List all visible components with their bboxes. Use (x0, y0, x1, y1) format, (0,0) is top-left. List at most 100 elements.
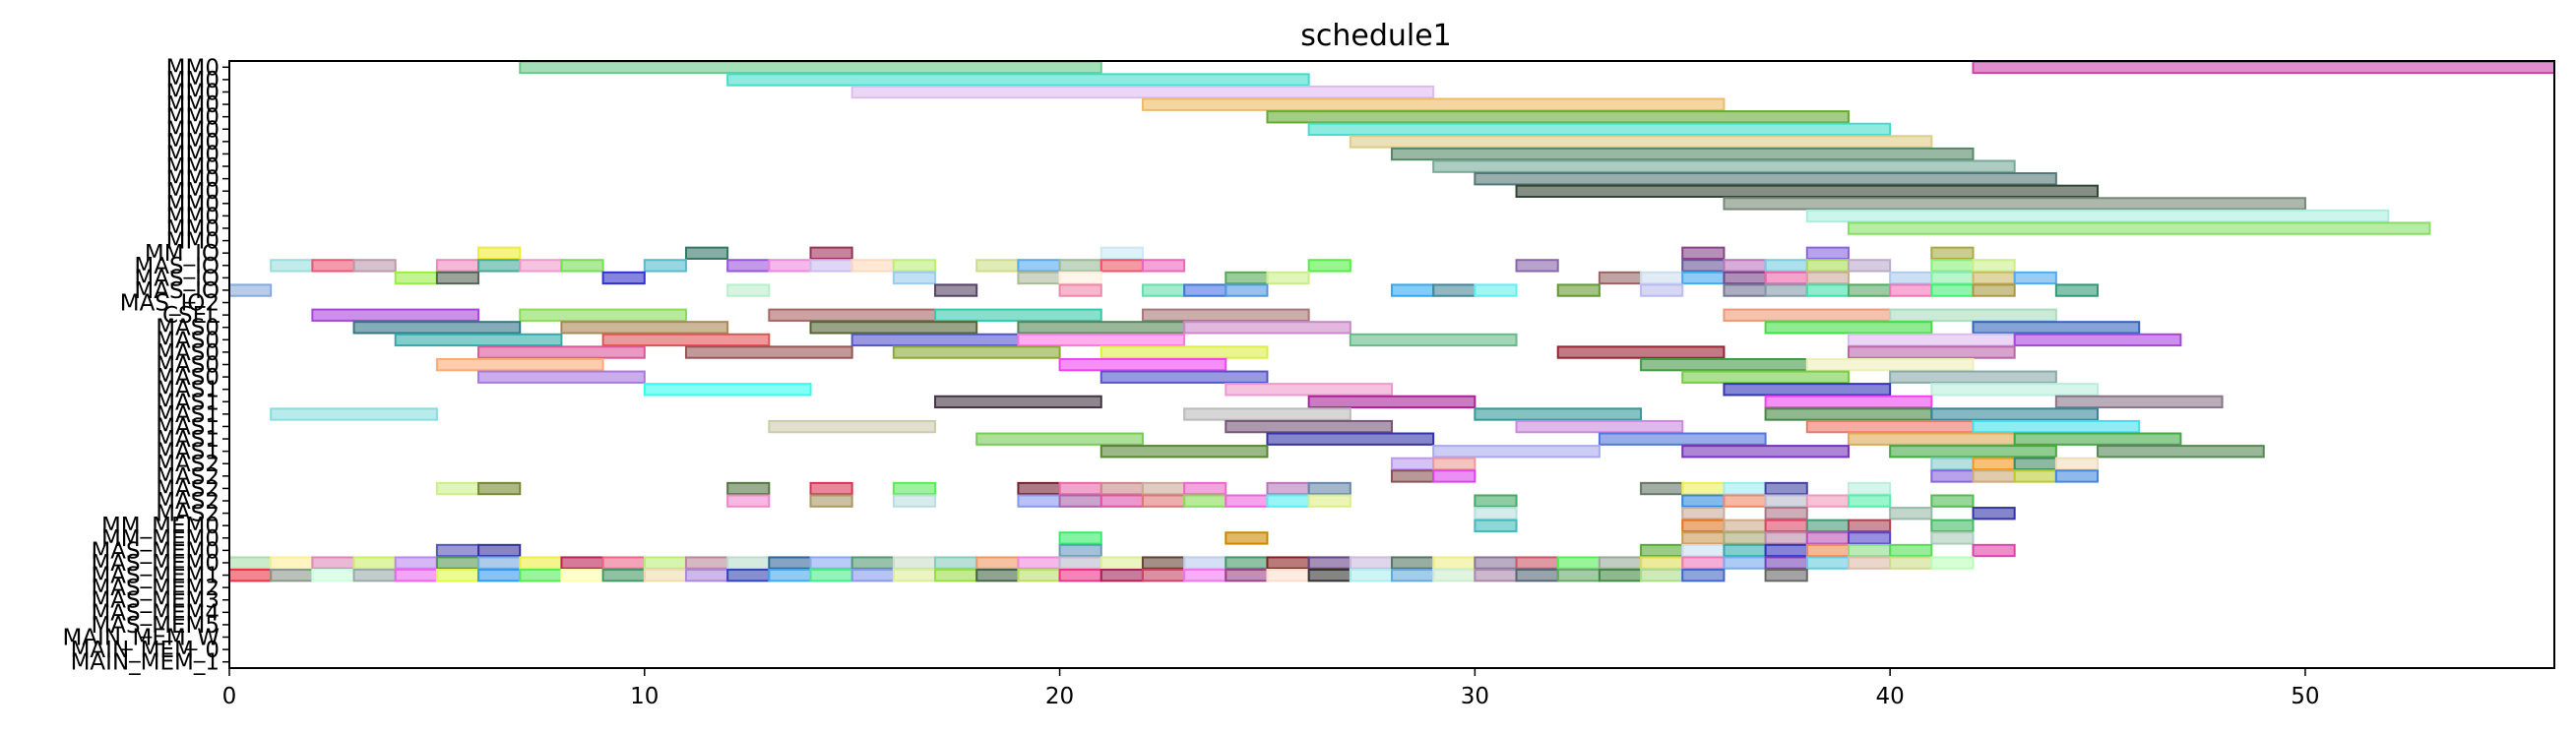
task-bar (1972, 271, 2016, 285)
task-bar (1225, 531, 1269, 545)
task-bar (643, 383, 812, 397)
task-bar (1058, 259, 1102, 273)
task-bar (1681, 569, 1726, 582)
task-bar (560, 259, 604, 273)
task-bar (1349, 569, 1393, 582)
task-bar (228, 556, 273, 570)
task-bar (1681, 370, 1850, 384)
task-bar (850, 259, 895, 273)
task-bar (1681, 556, 1726, 570)
y-tick-label: MM0 (166, 167, 220, 193)
y-tick-label: MAS0 (156, 365, 220, 391)
y-tick-label: MAS_MEM0 (91, 551, 220, 577)
task-bar (1764, 543, 1808, 558)
task-bar (1266, 432, 1435, 446)
task-bar (1847, 543, 1892, 558)
task-bar (1972, 321, 2141, 335)
y-tick-label: MM0 (166, 204, 220, 229)
task-bar (1183, 481, 1227, 496)
task-bar (270, 259, 314, 273)
task-bar (477, 569, 522, 582)
task-bar (270, 556, 314, 570)
task-bar (1100, 246, 1144, 260)
task-bar (892, 345, 1061, 359)
task-bar (1225, 383, 1394, 397)
task-bar (1474, 556, 1518, 570)
task-bar (809, 494, 853, 508)
y-tick-label: MAS1 (156, 402, 220, 428)
task-bar (643, 259, 687, 273)
y-tick-label: MM0 (166, 130, 220, 155)
y-tick-label: MAS_MEM2 (91, 576, 220, 601)
task-bar (1847, 481, 1892, 496)
task-bar (1100, 569, 1144, 582)
task-bar (1266, 271, 1310, 285)
task-bar (560, 556, 604, 570)
y-tick-label: MAS_IO (134, 254, 220, 279)
y-tick-label: MM0 (166, 142, 220, 167)
task-bar (477, 481, 522, 496)
task-bar (1805, 419, 1975, 434)
task-bar (1723, 519, 1767, 532)
task-bar (1723, 494, 1767, 508)
task-bar (1723, 383, 1892, 397)
task-bar (1640, 569, 1684, 582)
task-bar (2054, 283, 2100, 297)
y-tick-label: MAS_IO2 (120, 291, 220, 317)
task-bar (1764, 321, 1933, 335)
task-bar (1723, 197, 2306, 211)
task-bar (1307, 259, 1351, 273)
task-bar (1930, 469, 1975, 483)
task-bar (1556, 345, 1726, 359)
task-bar (1847, 519, 1892, 532)
x-tick-labels: 0 10 20 30 40 50 (222, 668, 2320, 709)
y-tick-label: MAS_MEM3 (91, 588, 220, 614)
task-bar (1764, 507, 1808, 520)
y-tick-label: MAS_MEM4 (91, 600, 220, 626)
task-bar (1017, 259, 1061, 273)
task-bar (1017, 271, 1061, 285)
task-bar (1972, 469, 2016, 483)
task-bar (975, 569, 1020, 582)
task-bar (270, 569, 314, 582)
task-bar (1225, 556, 1269, 570)
task-bar (1972, 60, 2555, 75)
y-tick-label: MM_IO (145, 241, 220, 267)
task-bar (1225, 569, 1269, 582)
task-bar (975, 556, 1020, 570)
task-bar (892, 271, 937, 285)
task-bar (1017, 569, 1061, 582)
task-bar (1723, 543, 1767, 558)
task-bar (1930, 383, 2100, 397)
task-bar (311, 569, 355, 582)
y-tick-label: MM0 (166, 80, 220, 105)
task-bar (1889, 556, 1933, 570)
task-bar (1889, 445, 2057, 459)
task-bar (1889, 283, 1933, 297)
task-bar (1556, 569, 1601, 582)
task-bar (311, 556, 355, 570)
task-bar (1058, 543, 1102, 558)
task-bar (1515, 556, 1559, 570)
y-tick-label: MAS_MEM0 (91, 538, 220, 564)
x-tick-label: 10 (630, 684, 659, 709)
task-bar (1266, 556, 1310, 570)
y-tick-label: MM0 (166, 216, 220, 242)
task-bar (1805, 259, 1850, 273)
task-bar (519, 60, 1102, 75)
task-bar (2013, 271, 2057, 285)
y-tick-label: MAS_IO (134, 266, 220, 291)
y-tick-label: MM0 (166, 92, 220, 118)
task-bar (1100, 445, 1269, 459)
task-bar (1847, 333, 2016, 347)
task-bar (1640, 556, 1684, 570)
task-bar (1723, 556, 1767, 570)
task-bar (1972, 507, 2016, 520)
task-bar (1474, 407, 1643, 421)
task-bar (1100, 259, 1144, 273)
task-bar (1183, 321, 1351, 335)
task-bar (1432, 556, 1476, 570)
task-bar (1930, 283, 1975, 297)
y-tick-label: MAS0 (156, 340, 220, 366)
task-bar (1225, 283, 1269, 297)
